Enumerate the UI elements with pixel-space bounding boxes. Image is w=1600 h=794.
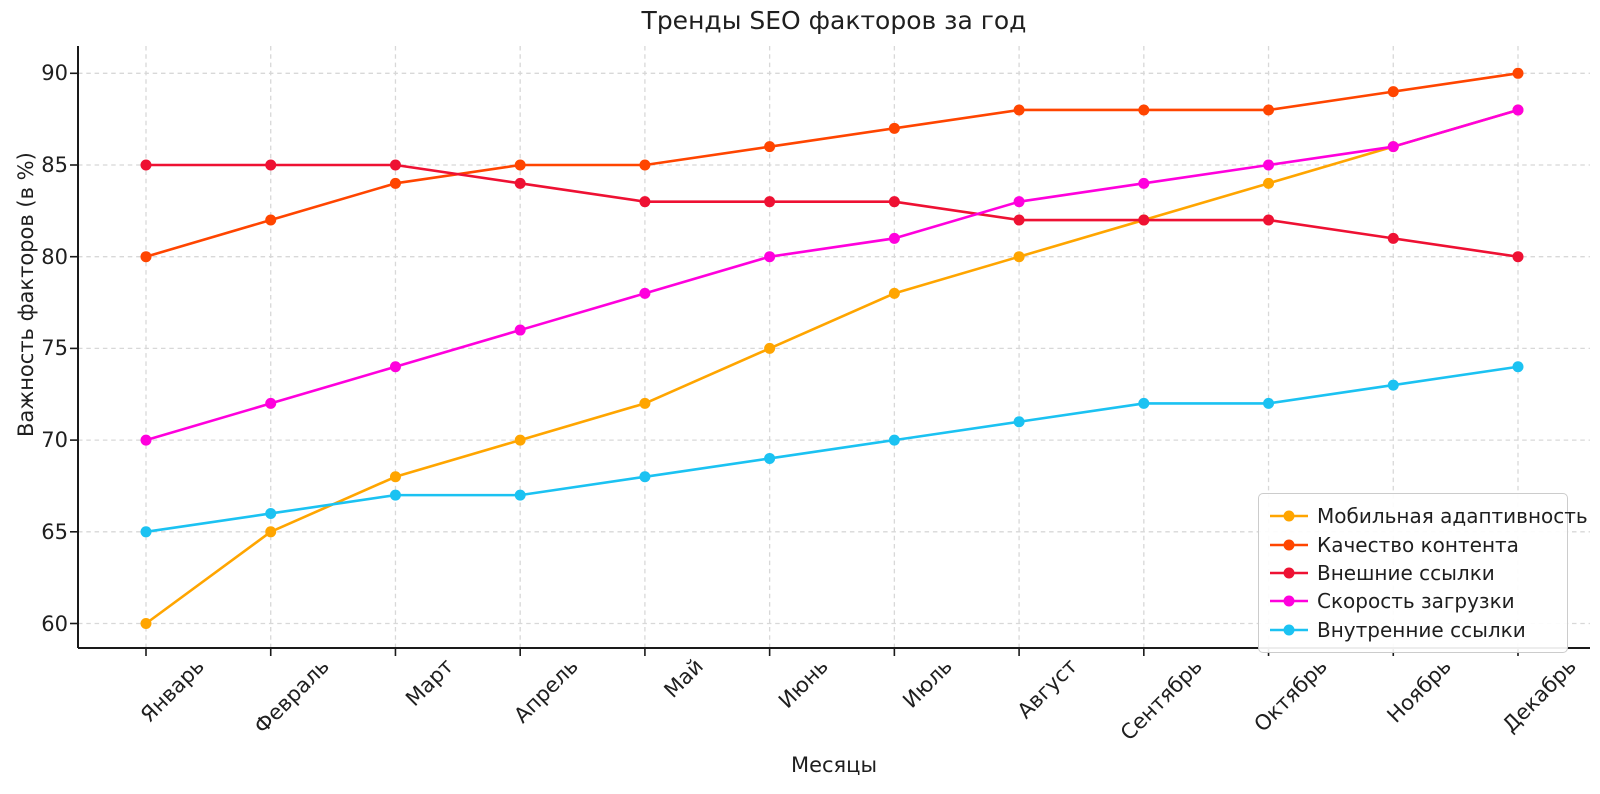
- legend-item-label: Внешние ссылки: [1317, 560, 1495, 585]
- data-point: [1013, 251, 1025, 263]
- data-point: [140, 526, 152, 538]
- data-point: [1387, 141, 1399, 153]
- data-point: [639, 159, 651, 171]
- data-point: [888, 122, 900, 134]
- data-point: [888, 287, 900, 299]
- data-point: [1387, 379, 1399, 391]
- data-point: [1387, 232, 1399, 244]
- legend-item: Внешние ссылки: [1267, 559, 1557, 587]
- data-point: [1512, 251, 1524, 263]
- legend-item: Мобильная адаптивность: [1267, 502, 1588, 530]
- data-point: [140, 434, 152, 446]
- data-point: [639, 287, 651, 299]
- legend-item: Внутренние ссылки: [1267, 616, 1557, 644]
- data-point: [888, 196, 900, 208]
- data-point: [265, 214, 277, 226]
- data-point: [389, 489, 401, 501]
- data-point: [1138, 214, 1150, 226]
- data-point: [639, 196, 651, 208]
- legend-item-label: Скорость загрузки: [1317, 589, 1515, 614]
- data-point: [1263, 397, 1275, 409]
- data-point: [265, 159, 277, 171]
- data-point: [888, 434, 900, 446]
- data-point: [265, 507, 277, 519]
- data-point: [639, 471, 651, 483]
- data-point: [140, 251, 152, 263]
- data-point: [1263, 177, 1275, 189]
- y-tick-label: 60: [41, 611, 68, 636]
- y-tick-label: 85: [41, 153, 68, 177]
- series-line: [145, 72, 1519, 258]
- data-point: [1512, 361, 1524, 373]
- data-point: [140, 618, 152, 629]
- data-point: [764, 196, 776, 208]
- data-point: [764, 251, 776, 263]
- y-tick-label: 70: [41, 428, 68, 453]
- data-point: [389, 361, 401, 373]
- y-tick-label: 65: [41, 519, 68, 544]
- y-tick-label: 75: [41, 336, 68, 361]
- data-point: [1387, 86, 1399, 98]
- data-point: [1013, 104, 1025, 116]
- data-point: [1013, 416, 1025, 428]
- data-point: [265, 526, 277, 538]
- legend-marker-icon: [1270, 539, 1308, 551]
- data-point: [1512, 67, 1524, 79]
- legend-item: Скорость загрузки: [1267, 587, 1557, 615]
- data-point: [1263, 159, 1275, 171]
- data-point: [1263, 104, 1275, 116]
- data-point: [1138, 397, 1150, 409]
- series-line: [145, 108, 1519, 442]
- y-tick-label: 80: [41, 244, 68, 269]
- series-line: [145, 365, 1519, 534]
- data-point: [389, 159, 401, 171]
- data-point: [1013, 214, 1025, 226]
- data-point: [1013, 196, 1025, 208]
- series-line: [145, 108, 1519, 625]
- legend-item: Качество контента: [1267, 530, 1557, 558]
- data-point: [514, 177, 526, 189]
- legend-item-label: Мобильная адаптивность: [1317, 504, 1588, 529]
- data-point: [888, 232, 900, 244]
- data-point: [389, 471, 401, 483]
- data-point: [1138, 177, 1150, 189]
- legend-item-label: Внутренние ссылки: [1317, 617, 1526, 642]
- legend: Мобильная адаптивность Качество контента В…: [1258, 493, 1588, 653]
- legend-item-label: Качество контента: [1317, 532, 1519, 557]
- data-point: [764, 342, 776, 354]
- legend-marker-icon: [1270, 595, 1308, 607]
- data-point: [514, 434, 526, 446]
- data-point: [514, 324, 526, 336]
- data-point: [1512, 104, 1524, 116]
- data-point: [1138, 104, 1150, 116]
- data-point: [764, 141, 776, 153]
- data-point: [389, 177, 401, 189]
- legend-marker-icon: [1270, 624, 1308, 636]
- data-point: [140, 159, 152, 171]
- legend-marker-icon: [1270, 510, 1308, 522]
- x-axis-label: Месяцы: [790, 753, 878, 777]
- data-point: [639, 397, 651, 409]
- data-point: [265, 397, 277, 409]
- data-point: [514, 489, 526, 501]
- chart-title: Тренды SEO факторов за год: [641, 6, 1027, 35]
- data-point: [764, 452, 776, 464]
- legend-marker-icon: [1270, 567, 1308, 579]
- data-point: [514, 159, 526, 171]
- series-line: [146, 163, 1519, 258]
- data-point: [1263, 214, 1275, 226]
- y-tick-label: 90: [41, 61, 68, 86]
